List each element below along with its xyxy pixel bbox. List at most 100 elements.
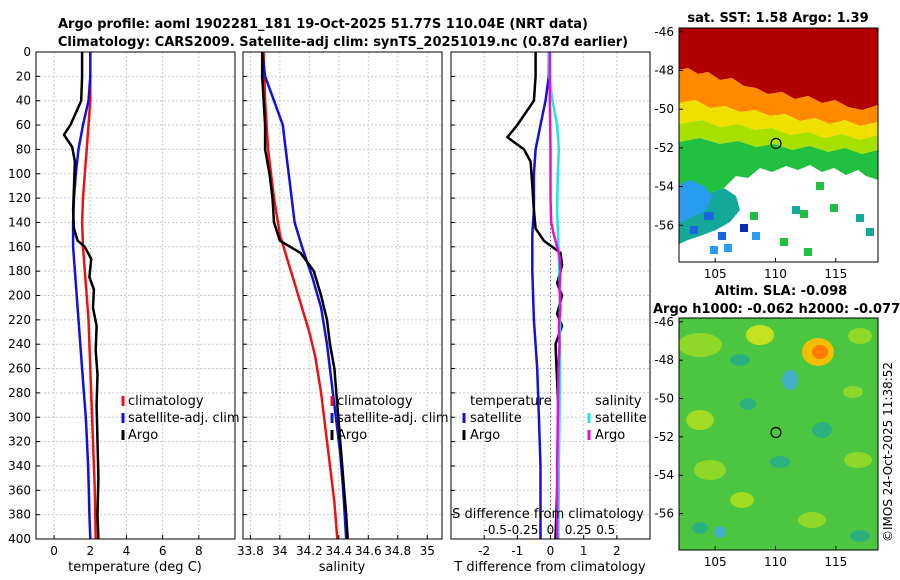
depth-tick-label: 340 [8,459,31,473]
x-tick-label: 34.2 [296,544,323,558]
legend-label-climatology: climatology [128,394,204,409]
salinity-xlabel: salinity [319,560,366,575]
salinity-grid [243,52,442,539]
lon-tick-label: 105 [704,555,727,569]
sla-map-ticks: -46 -48 -50 -52 -54 -56 105 110 115 [654,315,847,569]
salinity-legend: climatology satellite-adj. clim Argo [330,394,449,443]
x-tick-label: 34.8 [384,544,411,558]
t-difference-tick-labels: -2 -1 0 1 2 [478,544,620,558]
lat-tick-label: -48 [654,353,674,367]
temperature-grid [36,52,235,539]
salinity-panel: 33.8 34 34.2 34.4 34.6 34.8 35 salinity climat… [237,51,449,575]
depth-tick-label: 40 [16,94,31,108]
x-tick-label: 34.6 [355,544,382,558]
depth-tick-label: 120 [8,191,31,205]
depth-tick-label: 140 [8,215,31,229]
argo-position-circle [770,137,782,150]
lon-tick-label: 110 [764,555,787,569]
temperature-xlabel: temperature (deg C) [68,560,202,575]
x-tick-label: -1 [511,544,523,558]
x-tick-label: 34 [272,544,287,558]
x-tick-label: 4 [123,544,131,558]
salinity-axes-box [242,51,443,540]
legend-label-satellite: satellite-adj. clim [128,411,240,426]
temperature-legend: climatology satellite-adj. clim Argo [121,394,240,443]
legend-label-t-argo: Argo [470,428,500,443]
temperature-panel: 0204060801001201401601802002202402602803… [8,45,240,575]
depth-tick-label: 260 [8,362,31,376]
lat-tick-label: -52 [654,141,674,155]
depth-tick-label: 300 [8,410,31,424]
x-tick-label: 35 [420,544,435,558]
salinity-tick-labels: 33.8 34 34.2 34.4 34.6 34.8 35 [237,544,435,558]
series-line-climatology [262,52,339,539]
lat-tick-label: -46 [654,25,674,39]
difference-legend-temperature: temperature satellite Argo [462,394,552,443]
depth-tick-label: 320 [8,435,31,449]
sla-map-field [679,318,878,550]
argo-position-circle [770,426,782,439]
argo-position-marker [770,137,782,150]
difference-panel: -2 -1 0 1 2 T difference from climatology S … [450,51,651,575]
x-tick-label: -2 [478,544,490,558]
lat-tick-label: -56 [654,218,674,232]
depth-tick-label: 20 [16,69,31,83]
x-tick-label: 6 [159,544,167,558]
depth-tick-label: 220 [8,313,31,327]
legend-title-temperature: temperature [470,394,552,409]
x-tick-label: 2 [86,544,94,558]
s-difference-tick-label: -0.5 [484,523,507,537]
legend-label-satellite: satellite-adj. clim [337,411,449,426]
lat-tick-label: -54 [654,468,674,482]
legend-label-argo: Argo [337,428,367,443]
series-line-salinity-argo [548,52,562,539]
series-line-salinity-satellite [547,52,562,539]
lat-tick-label: -52 [654,430,674,444]
x-tick-label: 1 [580,544,588,558]
series-line-climatology [80,52,97,539]
lat-tick-label: -56 [654,507,674,521]
depth-tick-label: 240 [8,337,31,351]
difference-xlabel: T difference from climatology [453,560,646,575]
depth-tick-labels: 0 20 40 60 80 100 120 140 160 180 200 220 240 260 280 3… [8,45,31,546]
s-difference-label: S difference from climatology [452,507,644,522]
x-tick-label: 2 [613,544,621,558]
s-difference-tick-label: -0.25 [507,523,538,537]
depth-tick-label: 180 [8,264,31,278]
x-tick-label: 34.4 [325,544,352,558]
lat-tick-label: -46 [654,315,674,329]
lat-tick-label: -50 [654,102,674,116]
s-difference-tick-labels: -0.5 -0.25 0 0.25 0.5 [484,523,616,537]
salinity-lines [260,52,349,539]
depth-tick-label: 160 [8,240,31,254]
depth-tick-label: 360 [8,483,31,497]
sst-map-field [679,28,878,262]
depth-tick-label: 280 [8,386,31,400]
temperature-axes-box [35,51,236,540]
x-tick-label: 8 [195,544,203,558]
figure-title-line2: Climatology: CARS2009. Satellite-adj cli… [58,35,628,50]
sst-map: sat. SST: 1.58 Argo: 1.39 [654,11,879,281]
s-difference-tick-label: 0 [547,523,555,537]
x-tick-label: 0 [50,544,58,558]
series-line-argo [260,52,349,539]
lat-tick-label: -48 [654,64,674,78]
s-difference-tick-label: 0.5 [596,523,615,537]
sla-map-title-line1: Altim. SLA: -0.098 [715,284,847,299]
difference-grid [451,52,650,539]
lon-tick-label: 110 [764,267,787,281]
figure-title-line1: Argo profile: aoml 1902281_181 19-Oct-20… [58,17,588,32]
legend-label-climatology: climatology [337,394,413,409]
difference-legend-salinity: salinity satellite Argo [587,394,647,443]
sla-map-title-line2: Argo h1000: -0.062 h2000: -0.077 [653,302,900,317]
depth-tick-label: 200 [8,289,31,303]
x-tick-label: 0 [547,544,555,558]
imos-timestamp: ©IMOS 24-Oct-2025 11:38:52 [881,362,895,542]
legend-title-salinity: salinity [595,394,642,409]
sla-map: Altim. SLA: -0.098 Argo h1000: -0.062 h2… [653,284,900,569]
legend-label-s-satellite: satellite [595,411,647,426]
legend-label-argo: Argo [128,428,158,443]
sst-map-frame [678,27,879,263]
temperature-tick-labels: 0 2 4 6 8 [50,544,202,558]
